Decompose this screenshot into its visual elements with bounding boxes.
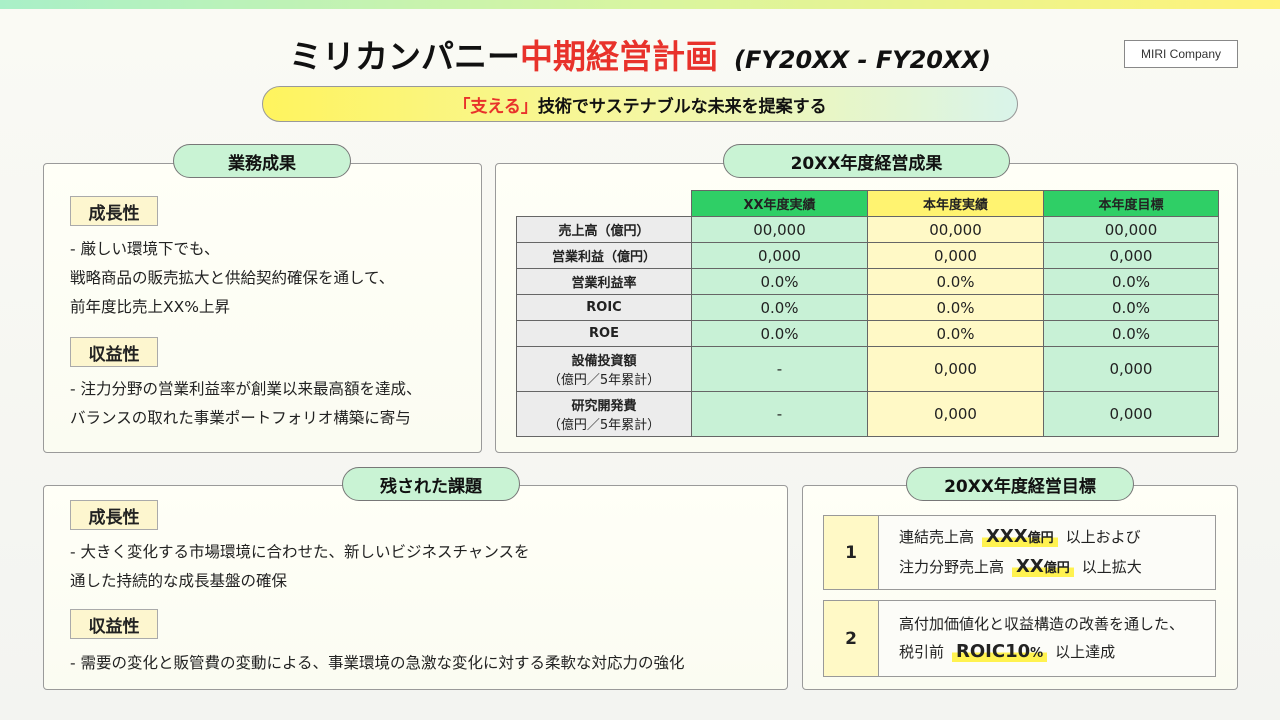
remaining-profit-text: - 需要の変化と販管費の変動による、事業環境の急激な変化に対する柔軟な対応力の強… (70, 649, 685, 678)
table-cell: 0,000 (1043, 346, 1219, 392)
goal-highlight: ROIC10% (952, 640, 1048, 662)
row-label: 研究開発費 （億円／5年累計） (516, 391, 692, 437)
goal-item: 高付加価値化と収益構造の改善を通した、 税引前 ROIC10% 以上達成 (878, 600, 1216, 677)
column-header: 本年度実績 (867, 190, 1044, 217)
goal-line: 高付加価値化と収益構造の改善を通した、 (899, 610, 1215, 638)
row-label-sub: （億円／5年累計） (547, 373, 661, 388)
goal-text: 注力分野売上高 (899, 557, 1005, 576)
column-header: 本年度目標 (1043, 190, 1219, 217)
row-label: ROE (516, 320, 692, 347)
column-header: XX年度実績 (691, 190, 868, 217)
profit-line: バランスの取れた事業ポートフォリオ構築に寄与 (70, 409, 411, 427)
goal-highlight-unit: 億円 (1027, 530, 1054, 546)
row-label: ROIC (516, 294, 692, 321)
goal-highlight-unit: 億円 (1043, 560, 1070, 576)
table-cell: 0.0% (867, 294, 1044, 321)
table-row: 設備投資額 （億円／5年累計） - 0,000 0,000 (516, 346, 1219, 392)
goals-heading: 20XX年度経営目標 (906, 467, 1134, 501)
table-row: ROE 0.0% 0.0% 0.0% (516, 320, 1219, 347)
row-label: 売上高（億円） (516, 216, 692, 243)
row-label-main: 研究開発費 (571, 399, 637, 414)
title-period: (FY20XX - FY20XX) (734, 46, 991, 74)
remaining-growth-line: 通した持続的な成長基盤の確保 (70, 572, 288, 590)
table-cell: 0,000 (867, 242, 1044, 269)
table-row: 研究開発費 （億円／5年累計） - 0,000 0,000 (516, 391, 1219, 437)
remaining-growth-text: - 大きく変化する市場環境に合わせた、新しいビジネスチャンスを 通した持続的な成… (70, 538, 530, 596)
table-cell: 0,000 (867, 346, 1044, 392)
row-label: 営業利益（億円） (516, 242, 692, 269)
title-plan: 中期経営計画 (520, 37, 719, 76)
table-cell: 0,000 (1043, 391, 1219, 437)
growth-line: - 厳しい環境下でも、 (70, 240, 220, 258)
goal-text: 税引前 (899, 642, 945, 661)
profit-line: - 注力分野の営業利益率が創業以来最高額を達成、 (70, 380, 422, 398)
goal-line: 注力分野売上高 XX億円 以上拡大 (899, 553, 1215, 583)
growth-line: 戦略商品の販売拡大と供給契約確保を通して、 (70, 269, 395, 287)
table-cell: - (691, 391, 868, 437)
table-cell: 0,000 (691, 242, 868, 269)
goal-text: 以上拡大 (1081, 557, 1142, 576)
goal-line: 税引前 ROIC10% 以上達成 (899, 638, 1215, 668)
slogan-highlight: 「支える」 (453, 96, 538, 117)
table-cell: 0.0% (691, 320, 868, 347)
table-row: 売上高（億円） 00,000 00,000 00,000 (516, 216, 1219, 243)
table-cell: 00,000 (691, 216, 868, 243)
page-title: ミリカンパニー中期経営計画 (FY20XX - FY20XX) (0, 30, 1280, 78)
table-cell: 0.0% (867, 268, 1044, 295)
table-cell: 0.0% (1043, 320, 1219, 347)
goal-text: 以上達成 (1055, 642, 1116, 661)
table-row: 営業利益（億円） 0,000 0,000 0,000 (516, 242, 1219, 269)
table-cell: 0,000 (867, 391, 1044, 437)
profit-tag: 収益性 (70, 337, 158, 367)
growth-line: 前年度比売上XX%上昇 (70, 298, 230, 316)
growth-text: - 厳しい環境下でも、 戦略商品の販売拡大と供給契約確保を通して、 前年度比売上… (70, 235, 394, 322)
table-cell: 0.0% (1043, 268, 1219, 295)
goal-highlight-value: XX (1016, 555, 1044, 577)
top-gradient-bar (0, 0, 1280, 9)
goal-text: 以上および (1065, 527, 1141, 546)
table-cell: 0.0% (691, 268, 868, 295)
title-company: ミリカンパニー (289, 37, 521, 76)
goal-line: 連結売上高 XXX億円 以上および (899, 523, 1215, 553)
remaining-profit-line: - 需要の変化と販管費の変動による、事業環境の急激な変化に対する柔軟な対応力の強… (70, 654, 685, 672)
goal-text: 高付加価値化と収益構造の改善を通した、 (899, 614, 1185, 633)
slogan-text: 技術でサステナブルな未来を提案する (537, 96, 827, 117)
row-label-sub: （億円／5年累計） (547, 418, 661, 433)
company-badge: MIRI Company (1124, 40, 1238, 68)
remaining-issues-panel (43, 485, 788, 690)
performance-heading: 20XX年度経営成果 (723, 144, 1010, 178)
goal-number: 1 (823, 515, 879, 590)
remaining-growth-line: - 大きく変化する市場環境に合わせた、新しいビジネスチャンスを (70, 543, 530, 561)
row-label: 営業利益率 (516, 268, 692, 295)
business-results-heading: 業務成果 (173, 144, 351, 178)
goal-highlight: XXX億円 (982, 525, 1058, 547)
profit-text: - 注力分野の営業利益率が創業以来最高額を達成、 バランスの取れた事業ポートフォ… (70, 375, 422, 433)
table-row: ROIC 0.0% 0.0% 0.0% (516, 294, 1219, 321)
row-label-main: 設備投資額 (571, 354, 637, 369)
goal-text: 連結売上高 (899, 527, 975, 546)
remaining-growth-tag: 成長性 (70, 500, 158, 530)
slogan-banner: 「支える」 技術でサステナブルな未来を提案する (262, 86, 1018, 122)
table-corner (517, 191, 692, 217)
growth-tag: 成長性 (70, 196, 158, 226)
table-cell: 0.0% (691, 294, 868, 321)
table-row: 営業利益率 0.0% 0.0% 0.0% (516, 268, 1219, 295)
goal-highlight-unit: % (1030, 645, 1044, 661)
remaining-issues-heading: 残された課題 (342, 467, 520, 501)
table-cell: 0,000 (1043, 242, 1219, 269)
row-label: 設備投資額 （億円／5年累計） (516, 346, 692, 392)
goal-highlight: XX億円 (1012, 555, 1074, 577)
table-cell: 0.0% (867, 320, 1044, 347)
goal-highlight-value: ROIC10 (956, 640, 1031, 662)
goal-highlight-value: XXX (986, 525, 1028, 547)
goal-number: 2 (823, 600, 879, 677)
table-cell: 00,000 (867, 216, 1044, 243)
table-cell: 0.0% (1043, 294, 1219, 321)
remaining-profit-tag: 収益性 (70, 609, 158, 639)
table-cell: - (691, 346, 868, 392)
performance-table: XX年度実績 本年度実績 本年度目標 売上高（億円） 00,000 00,000… (516, 190, 1219, 437)
table-cell: 00,000 (1043, 216, 1219, 243)
goal-item: 連結売上高 XXX億円 以上および 注力分野売上高 XX億円 以上拡大 (878, 515, 1216, 590)
